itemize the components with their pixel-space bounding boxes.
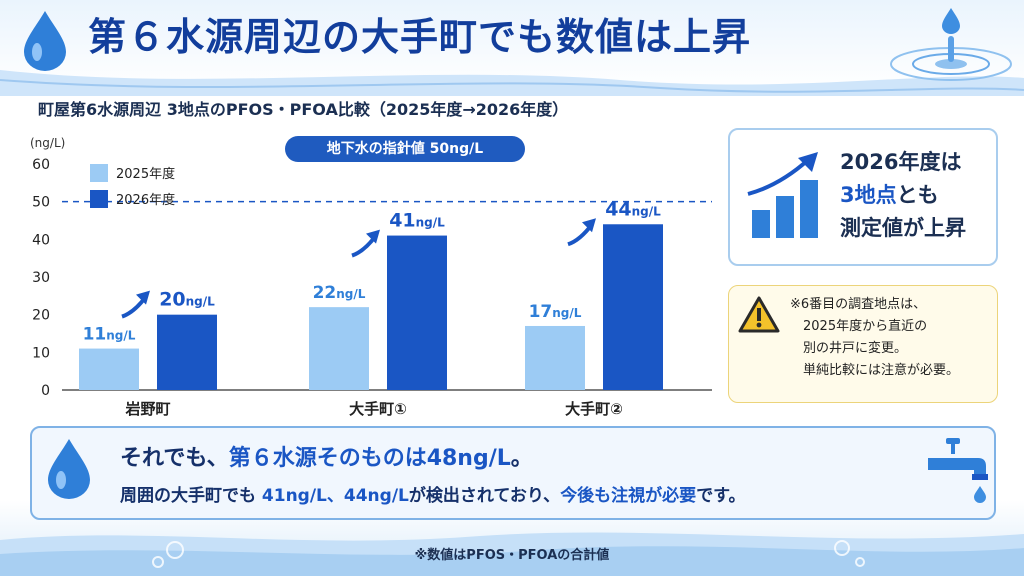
bar-2026	[603, 224, 663, 390]
legend-swatch	[90, 164, 108, 182]
bar-chart: 0 10 20 30 40 50 60 11ng/L 22ng/L 17ng/L 20ng/L 41n…	[32, 157, 712, 418]
rise-arrow-head	[366, 229, 380, 244]
water-wave-decoration	[0, 532, 1024, 576]
callout-line3: 測定値が上昇	[840, 216, 966, 240]
faucet-icon	[928, 438, 988, 503]
x-category-label: 岩野町	[124, 400, 170, 418]
bar-2025	[79, 348, 139, 390]
y-axis-unit: (ng/L)	[30, 136, 66, 150]
y-tick-label: 30	[32, 270, 50, 286]
bar-2026	[157, 314, 217, 390]
y-tick-label: 10	[32, 345, 50, 361]
callout-line2: 3地点とも	[840, 179, 990, 212]
water-ripple-icon	[890, 8, 1012, 81]
legend-label: 2025年度	[116, 166, 175, 182]
rise-arrow-head	[136, 290, 150, 305]
rising-bars-icon	[747, 152, 818, 238]
chart-subtitle: 町屋第6水源周辺 3地点のPFOS・PFOA比較（2025年度→2026年度）	[38, 100, 569, 119]
x-category-label: 大手町②	[565, 400, 623, 418]
summary-text: 周囲の大手町でも	[120, 486, 262, 506]
water-drop-icon	[24, 11, 66, 71]
y-tick-label: 40	[32, 232, 50, 248]
bar-2025	[309, 307, 369, 390]
summary-text: です。	[696, 486, 746, 506]
x-category-label: 大手町①	[349, 400, 407, 418]
header-wave-background	[0, 70, 1024, 96]
y-tick-label: 60	[32, 157, 50, 173]
data-label: 11ng/L	[83, 325, 136, 345]
summary-line-1: それでも、第６水源そのものは48ng/L。	[120, 440, 533, 472]
note-box	[728, 285, 998, 403]
data-label: 41ng/L	[389, 210, 445, 232]
y-tick-label: 20	[32, 308, 50, 324]
rise-arrow-head	[582, 218, 596, 233]
callout-accent: 3地点	[840, 183, 897, 207]
summary-text: 。	[510, 446, 533, 471]
y-tick-label: 50	[32, 195, 50, 211]
data-label: 22ng/L	[313, 283, 366, 303]
summary-highlight: 41ng/L、44ng/L	[261, 486, 409, 506]
legend-swatch	[90, 190, 108, 208]
guideline-badge: 地下水の指針値 50ng/L	[285, 136, 525, 162]
callout-card	[728, 128, 998, 266]
callout-text: 2026年度は 3地点とも 測定値が上昇	[840, 146, 990, 245]
page-title: 第６水源周辺の大手町でも数値は上昇	[88, 15, 752, 59]
callout-line2-rest: とも	[896, 183, 939, 207]
summary-box	[30, 426, 996, 520]
summary-highlight: 第６水源そのものは48ng/L	[228, 446, 511, 471]
bar-2025	[525, 325, 585, 390]
summary-highlight: 今後も注視が必要	[560, 486, 697, 506]
data-label: 20ng/L	[159, 289, 215, 311]
bar-2026	[387, 235, 447, 390]
summary-text: が検出されており、	[408, 486, 561, 506]
legend-label: 2026年度	[116, 192, 175, 208]
data-label: 44ng/L	[605, 198, 661, 220]
summary-text: それでも、	[120, 446, 229, 471]
callout-line1: 2026年度は	[840, 150, 962, 174]
y-tick-label: 0	[41, 383, 50, 399]
warning-icon	[738, 296, 780, 333]
summary-line-2: 周囲の大手町でも 41ng/L、44ng/Lが検出されており、今後も注視が必要で…	[120, 481, 746, 506]
water-drop-icon	[48, 439, 90, 499]
data-label: 17ng/L	[529, 302, 582, 322]
note-text: ※6番目の調査地点は、 2025年度から直近の 別の井戸に変更。 単純比較には注…	[790, 297, 960, 378]
footnote: ※数値はPFOS・PFOAの合計値	[414, 548, 610, 563]
